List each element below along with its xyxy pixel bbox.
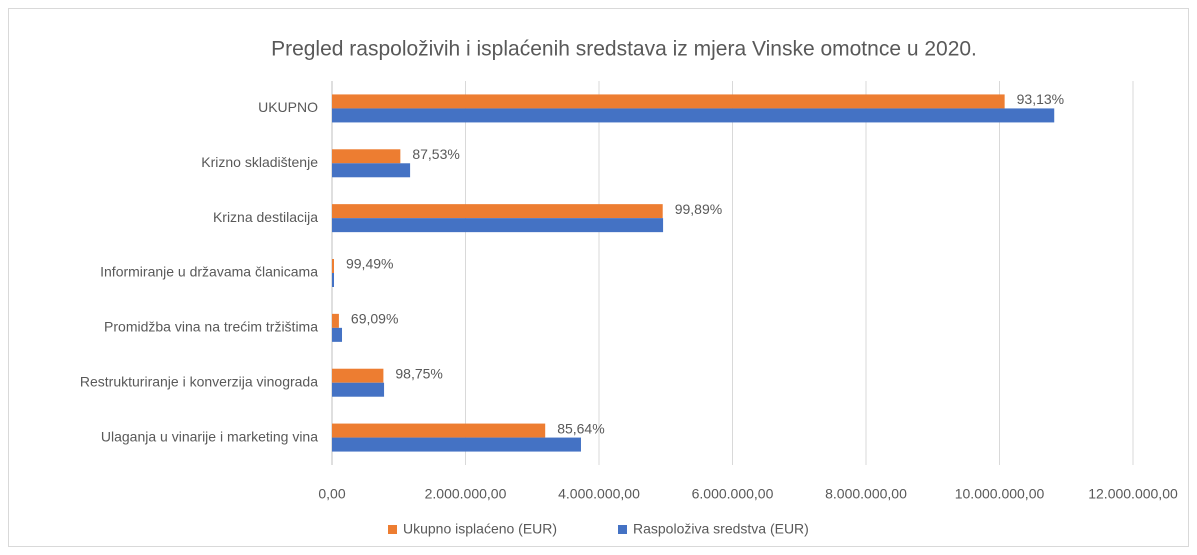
annotation: 99,89% xyxy=(675,201,722,217)
x-tick-label: 0,00 xyxy=(318,486,345,502)
y-tick-label: Krizna destilacija xyxy=(213,209,318,225)
bar xyxy=(332,204,663,219)
annotation: 99,49% xyxy=(346,256,393,272)
bar xyxy=(332,149,401,164)
bar xyxy=(332,313,339,328)
bar xyxy=(332,94,1005,109)
annotation: 87,53% xyxy=(412,146,459,162)
bar xyxy=(332,423,546,438)
bar xyxy=(332,273,335,287)
bar xyxy=(332,218,664,233)
legend-swatch xyxy=(618,525,627,534)
annotation: 85,64% xyxy=(557,420,604,436)
x-tick-label: 8.000.000,00 xyxy=(825,486,907,502)
annotation: 69,09% xyxy=(351,311,398,327)
y-tick-label: UKUPNO xyxy=(258,99,318,115)
annotation: 93,13% xyxy=(1017,91,1064,107)
y-tick-label: Promidžba vina na trećim tržištima xyxy=(104,319,318,335)
x-tick-label: 12.000.000,00 xyxy=(1088,486,1178,502)
bar xyxy=(332,327,343,342)
bar xyxy=(332,368,384,383)
x-tick-label: 6.000.000,00 xyxy=(692,486,774,502)
legend-label: Raspoloživa sredstva (EUR) xyxy=(633,521,809,537)
bar xyxy=(332,382,385,397)
y-tick-label: Krizno skladištenje xyxy=(201,154,318,170)
x-tick-label: 2.000.000,00 xyxy=(425,486,507,502)
y-tick-label: Restrukturiranje i konverzija vinograda xyxy=(80,373,318,389)
annotation: 98,75% xyxy=(395,365,442,381)
x-tick-label: 4.000.000,00 xyxy=(558,486,640,502)
y-tick-label: Ulaganja u vinarije i marketing vina xyxy=(101,428,318,444)
bar xyxy=(332,259,334,273)
chart-title: Pregled raspoloživih i isplaćenih sredst… xyxy=(271,38,977,61)
bar xyxy=(332,108,1055,123)
legend-label: Ukupno isplaćeno (EUR) xyxy=(403,521,557,537)
x-tick-label: 10.000.000,00 xyxy=(955,486,1045,502)
bar xyxy=(332,163,411,178)
legend-swatch xyxy=(388,525,397,534)
y-tick-label: Informiranje u državama članicama xyxy=(100,264,318,280)
bar xyxy=(332,437,581,452)
